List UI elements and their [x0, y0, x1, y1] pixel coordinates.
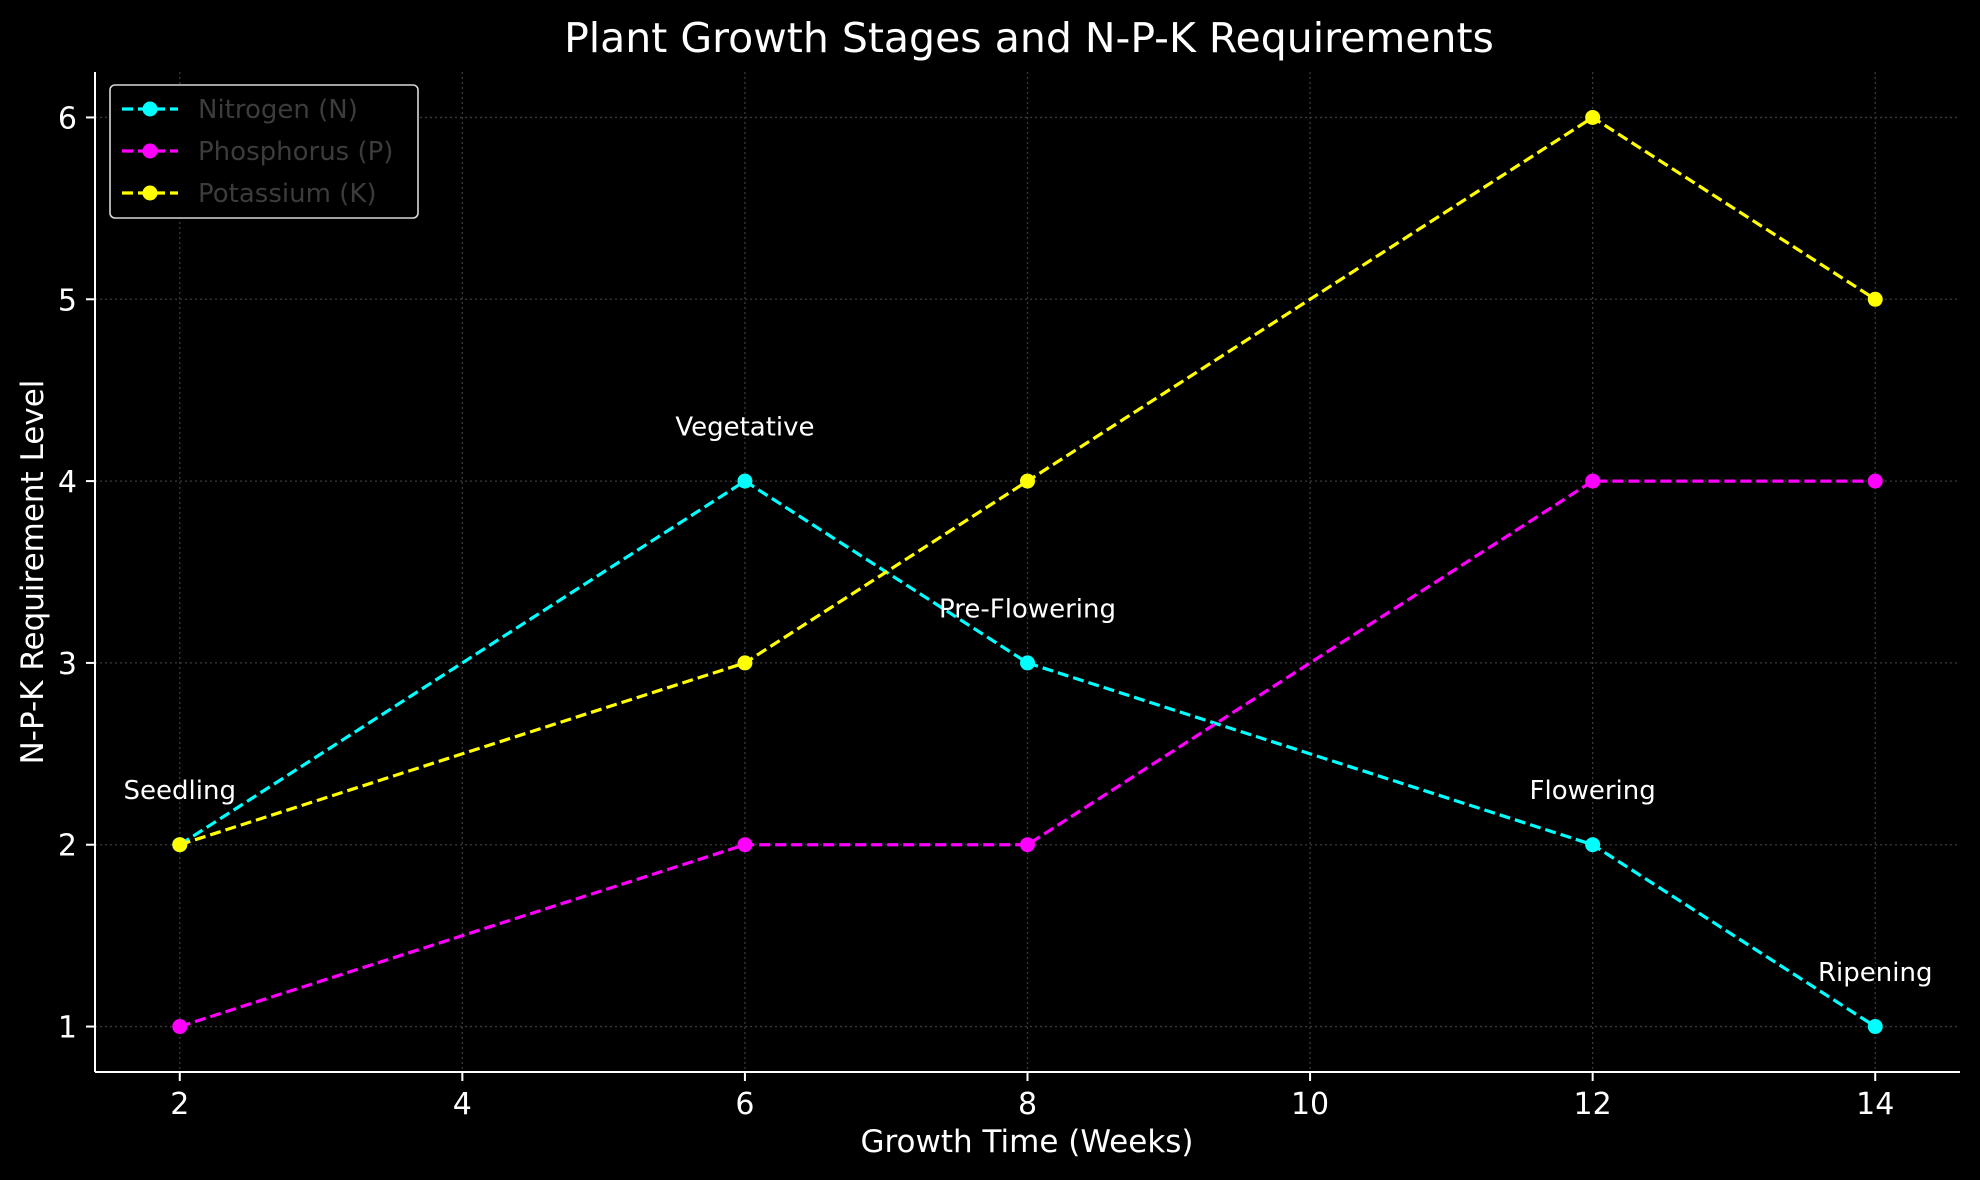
y-tick-label: 6 — [58, 101, 77, 136]
y-tick-label: 4 — [58, 465, 77, 500]
series-line — [179, 479, 1876, 1029]
stage-annotation: Pre-Flowering — [939, 594, 1116, 624]
data-point — [1020, 655, 1035, 671]
legend-label: Nitrogen (N) — [198, 95, 358, 125]
series-lines — [172, 109, 1883, 1035]
series-0 — [172, 473, 1883, 1035]
y-tick-label: 1 — [58, 1011, 77, 1046]
legend-label: Phosphorus (P) — [198, 137, 393, 167]
legend-marker — [142, 143, 158, 159]
x-axis-label: Growth Time (Weeks) — [860, 1124, 1193, 1160]
y-tick-label: 5 — [58, 283, 77, 318]
x-tick-label: 2 — [170, 1087, 189, 1122]
x-tick-label: 14 — [1856, 1087, 1894, 1122]
data-point — [1867, 291, 1883, 307]
data-point — [1585, 109, 1601, 125]
data-point — [1867, 473, 1883, 489]
stage-annotation: Seedling — [124, 776, 236, 806]
data-point — [1867, 1019, 1883, 1035]
data-point — [737, 837, 753, 853]
data-point — [1585, 837, 1601, 853]
data-point — [1020, 473, 1035, 489]
grid-lines — [95, 72, 1960, 1072]
x-tick-label: 8 — [1018, 1087, 1037, 1122]
legend-marker — [142, 101, 158, 117]
series-1 — [172, 473, 1883, 1035]
chart-title: Plant Growth Stages and N-P-K Requiremen… — [564, 14, 1494, 62]
legend-box — [109, 84, 419, 219]
data-point — [172, 837, 188, 853]
stage-annotation: Vegetative — [675, 413, 814, 443]
y-axis-label: N-P-K Requirement Level — [15, 380, 51, 765]
x-tick-label: 6 — [735, 1087, 754, 1122]
x-tick-label: 4 — [453, 1087, 472, 1122]
stage-annotations: Seedling Vegetative Pre-Flowering Flowering… — [124, 413, 1933, 988]
y-tick-label: 2 — [58, 829, 77, 864]
legend-marker — [142, 185, 158, 201]
x-tick-label: 12 — [1574, 1087, 1612, 1122]
x-tick-label: 10 — [1291, 1087, 1329, 1122]
legend-label: Potassium (K) — [198, 179, 377, 209]
series-2 — [172, 109, 1883, 853]
data-point — [1020, 837, 1035, 853]
legend: Nitrogen (N) Phosphorus (P) Potassium (K) — [109, 84, 419, 219]
data-point — [172, 1019, 188, 1035]
stage-annotation: Flowering — [1530, 776, 1656, 806]
data-point — [737, 655, 753, 671]
y-tick-label: 3 — [58, 647, 77, 682]
data-point — [1585, 473, 1601, 489]
stage-annotation: Ripening — [1818, 958, 1932, 988]
data-point — [737, 473, 753, 489]
